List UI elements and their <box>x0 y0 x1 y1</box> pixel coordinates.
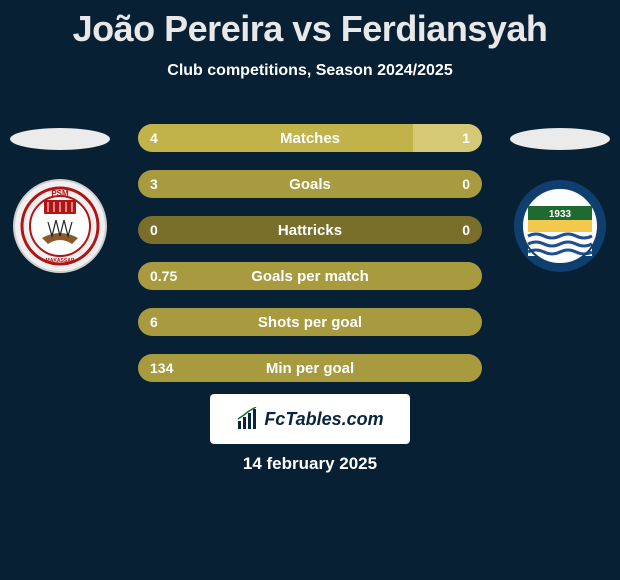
stat-row: 4Matches1 <box>138 124 482 152</box>
chart-icon <box>236 407 260 431</box>
stats-container: 4Matches13Goals00Hattricks00.75Goals per… <box>138 124 482 400</box>
stat-label: Goals per match <box>138 268 482 285</box>
psm-makassar-badge-icon: PSM MAKASSAR <box>12 178 108 274</box>
stat-row: 6Shots per goal <box>138 308 482 336</box>
stat-label: Goals <box>138 176 482 193</box>
persib-badge-icon: ERSII 1933 <box>512 178 608 274</box>
page-title: João Pereira vs Ferdiansyah <box>0 0 620 50</box>
stat-value-right: 1 <box>462 130 470 146</box>
fctables-label: FcTables.com <box>264 409 383 430</box>
stat-row: 3Goals0 <box>138 170 482 198</box>
stat-value-right: 0 <box>462 176 470 192</box>
stat-label: Hattricks <box>138 222 482 239</box>
svg-text:MAKASSAR: MAKASSAR <box>46 258 75 264</box>
date-label: 14 february 2025 <box>0 454 620 474</box>
club-badge-left: PSM MAKASSAR <box>12 178 108 274</box>
stat-label: Shots per goal <box>138 314 482 331</box>
stat-row: 134Min per goal <box>138 354 482 382</box>
stat-row: 0.75Goals per match <box>138 262 482 290</box>
svg-text:PSM: PSM <box>51 189 69 198</box>
club-badge-right: ERSII 1933 <box>512 178 608 274</box>
stat-label: Matches <box>138 130 482 147</box>
fctables-logo[interactable]: FcTables.com <box>210 394 410 444</box>
svg-text:1933: 1933 <box>549 209 572 220</box>
svg-text:ERSII: ERSII <box>543 191 577 203</box>
stat-value-right: 0 <box>462 222 470 238</box>
stat-row: 0Hattricks0 <box>138 216 482 244</box>
stat-label: Min per goal <box>138 360 482 377</box>
player-right-ellipse <box>510 128 610 150</box>
subtitle: Club competitions, Season 2024/2025 <box>0 62 620 80</box>
player-left-ellipse <box>10 128 110 150</box>
